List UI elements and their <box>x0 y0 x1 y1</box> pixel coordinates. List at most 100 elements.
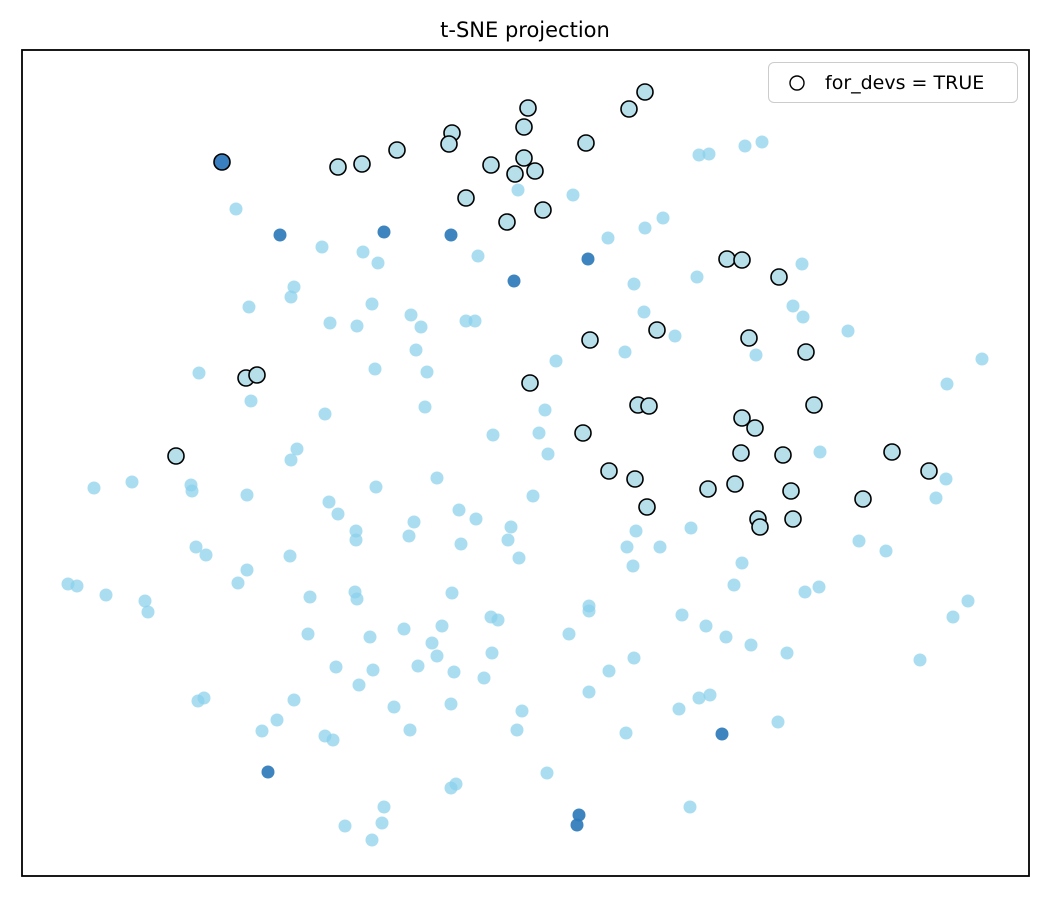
scatter-point-dark_points <box>273 228 287 242</box>
scatter-point-background_points <box>322 495 336 509</box>
scatter-point-dark_for_devs_true <box>213 153 231 171</box>
scatter-point-background_points <box>349 533 363 547</box>
scatter-point-background_points <box>684 521 698 535</box>
scatter-point-background_points <box>582 685 596 699</box>
scatter-point-for_devs_true <box>526 162 544 180</box>
scatter-point-for_devs_true <box>636 83 654 101</box>
scatter-point-for_devs_true <box>498 213 516 231</box>
scatter-point-background_points <box>566 188 580 202</box>
scatter-point-background_points <box>699 619 713 633</box>
scatter-point-background_points <box>244 394 258 408</box>
scatter-point-background_points <box>290 442 304 456</box>
scatter-point-background_points <box>404 308 418 322</box>
scatter-point-dark_points <box>570 818 584 832</box>
scatter-point-for_devs_true <box>515 149 533 167</box>
scatter-point-for_devs_true <box>248 366 266 384</box>
scatter-point-background_points <box>602 664 616 678</box>
scatter-point-for_devs_true <box>640 397 658 415</box>
legend-label: for_devs = TRUE <box>825 71 985 94</box>
scatter-point-for_devs_true <box>784 510 802 528</box>
scatter-point-background_points <box>946 610 960 624</box>
scatter-point-for_devs_true <box>534 201 552 219</box>
scatter-point-background_points <box>668 329 682 343</box>
scatter-point-background_points <box>326 733 340 747</box>
scatter-point-background_points <box>786 299 800 313</box>
scatter-point-dark_points <box>377 225 391 239</box>
scatter-point-for_devs_true <box>626 470 644 488</box>
scatter-point-dark_points <box>261 765 275 779</box>
scatter-point-background_points <box>653 540 667 554</box>
scatter-point-for_devs_true <box>519 99 537 117</box>
scatter-point-background_points <box>510 723 524 737</box>
scatter-point-for_devs_true <box>883 443 901 461</box>
scatter-point-background_points <box>626 559 640 573</box>
scatter-point-background_points <box>975 352 989 366</box>
scatter-point-background_points <box>675 608 689 622</box>
scatter-point-background_points <box>841 324 855 338</box>
scatter-point-background_points <box>485 646 499 660</box>
scatter-point-background_points <box>366 663 380 677</box>
scatter-point-background_points <box>377 800 391 814</box>
scatter-point-background_points <box>397 622 411 636</box>
scatter-point-background_points <box>371 256 385 270</box>
scatter-point-background_points <box>618 345 632 359</box>
scatter-point-background_points <box>929 491 943 505</box>
scatter-point-for_devs_true <box>329 158 347 176</box>
scatter-point-for_devs_true <box>770 268 788 286</box>
scatter-point-for_devs_true <box>805 396 823 414</box>
scatter-point-background_points <box>719 630 733 644</box>
scatter-point-background_points <box>409 343 423 357</box>
scatter-point-background_points <box>477 671 491 685</box>
scatter-point-background_points <box>629 524 643 538</box>
scatter-point-for_devs_true <box>581 331 599 349</box>
scatter-point-background_points <box>425 636 439 650</box>
scatter-point-background_points <box>504 520 518 534</box>
scatter-point-background_points <box>350 592 364 606</box>
scatter-point-background_points <box>185 484 199 498</box>
scatter-point-for_devs_true <box>854 490 872 508</box>
scatter-point-background_points <box>727 578 741 592</box>
scatter-point-background_points <box>795 257 809 271</box>
scatter-point-background_points <box>538 403 552 417</box>
scatter-point-background_points <box>255 724 269 738</box>
scatter-point-for_devs_true <box>353 155 371 173</box>
scatter-point-background_points <box>486 428 500 442</box>
scatter-point-dark_points <box>572 808 586 822</box>
scatter-point-background_points <box>702 147 716 161</box>
scatter-point-for_devs_true <box>600 462 618 480</box>
scatter-point-for_devs_true <box>726 475 744 493</box>
scatter-point-for_devs_true <box>740 329 758 347</box>
scatter-point-background_points <box>738 139 752 153</box>
scatter-point-background_points <box>692 691 706 705</box>
scatter-point-background_points <box>270 713 284 727</box>
scatter-point-background_points <box>459 314 473 328</box>
scatter-point-background_points <box>369 480 383 494</box>
scatter-point-for_devs_true <box>751 518 769 536</box>
scatter-point-background_points <box>601 231 615 245</box>
scatter-point-background_points <box>87 481 101 495</box>
scatter-point-for_devs_true <box>718 250 736 268</box>
scatter-point-background_points <box>582 604 596 618</box>
scatter-point-background_points <box>287 693 301 707</box>
scatter-point-dark_points <box>507 274 521 288</box>
scatter-point-for_devs_true <box>774 446 792 464</box>
scatter-point-background_points <box>812 580 826 594</box>
scatter-point-background_points <box>780 646 794 660</box>
scatter-point-background_points <box>449 777 463 791</box>
scatter-point-background_points <box>638 221 652 235</box>
scatter-point-background_points <box>229 202 243 216</box>
scatter-point-background_points <box>852 534 866 548</box>
scatter-point-background_points <box>141 605 155 619</box>
scatter-point-background_points <box>99 588 113 602</box>
scatter-point-background_points <box>356 245 370 259</box>
scatter-point-background_points <box>562 627 576 641</box>
scatter-point-background_points <box>469 512 483 526</box>
plot-frame <box>21 49 1030 877</box>
scatter-point-background_points <box>961 594 975 608</box>
scatter-point-for_devs_true <box>733 409 751 427</box>
scatter-point-for_devs_true <box>167 447 185 465</box>
scatter-point-background_points <box>189 540 203 554</box>
scatter-point-background_points <box>468 314 482 328</box>
scatter-point-background_points <box>331 507 345 521</box>
